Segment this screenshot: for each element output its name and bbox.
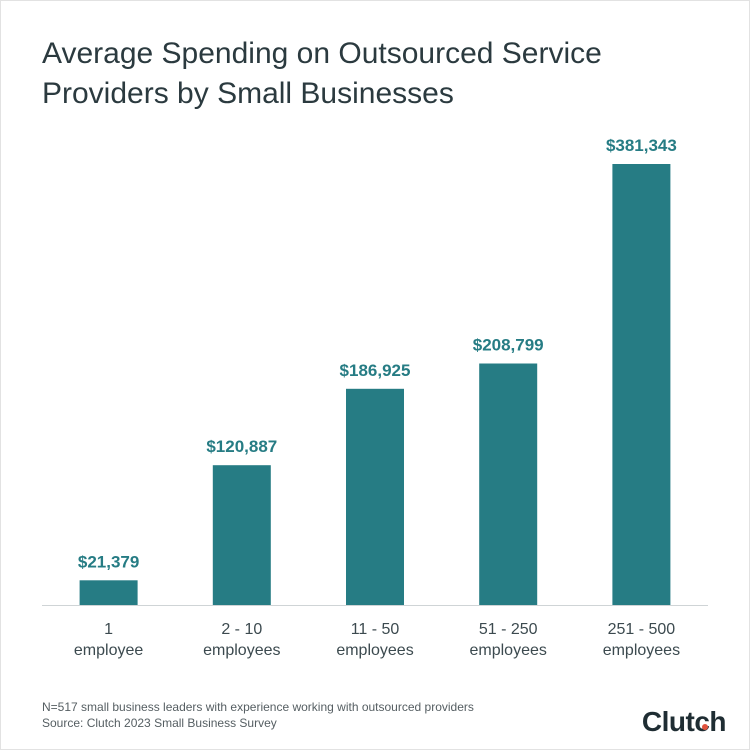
- bar: [79, 580, 138, 605]
- footnote-source: Source: Clutch 2023 Small Business Surve…: [42, 716, 277, 730]
- bar: [346, 388, 404, 605]
- clutch-logo: Clutch: [641, 706, 727, 738]
- chart-title: Average Spending on Outsourced Service P…: [42, 37, 602, 110]
- category-label: employees: [603, 642, 680, 659]
- category-label: employee: [74, 642, 143, 659]
- category-label: 2 - 10: [221, 621, 262, 638]
- bar: [479, 363, 538, 605]
- bar-value-label: $208,799: [473, 336, 544, 355]
- logo-text: Clutch: [641, 706, 727, 737]
- bar: [212, 465, 271, 605]
- bar-value-label: $381,343: [606, 136, 677, 155]
- category-label: 51 - 250: [479, 621, 538, 638]
- category-label: 251 - 500: [608, 621, 676, 638]
- bar-value-label: $186,925: [340, 361, 411, 380]
- bar-value-label: $21,379: [78, 552, 139, 571]
- category-label: employees: [336, 642, 413, 659]
- category-label: employees: [203, 642, 280, 659]
- category-label: employees: [470, 642, 547, 659]
- category-label: 1: [104, 621, 113, 638]
- bar-value-label: $120,887: [206, 437, 277, 456]
- bar: [612, 164, 671, 605]
- logo-accent-dot: [702, 724, 708, 730]
- footnote: N=517 small business leaders with experi…: [42, 699, 474, 731]
- category-label: 11 - 50: [351, 621, 400, 638]
- footnote-sample: N=517 small business leaders with experi…: [42, 700, 474, 714]
